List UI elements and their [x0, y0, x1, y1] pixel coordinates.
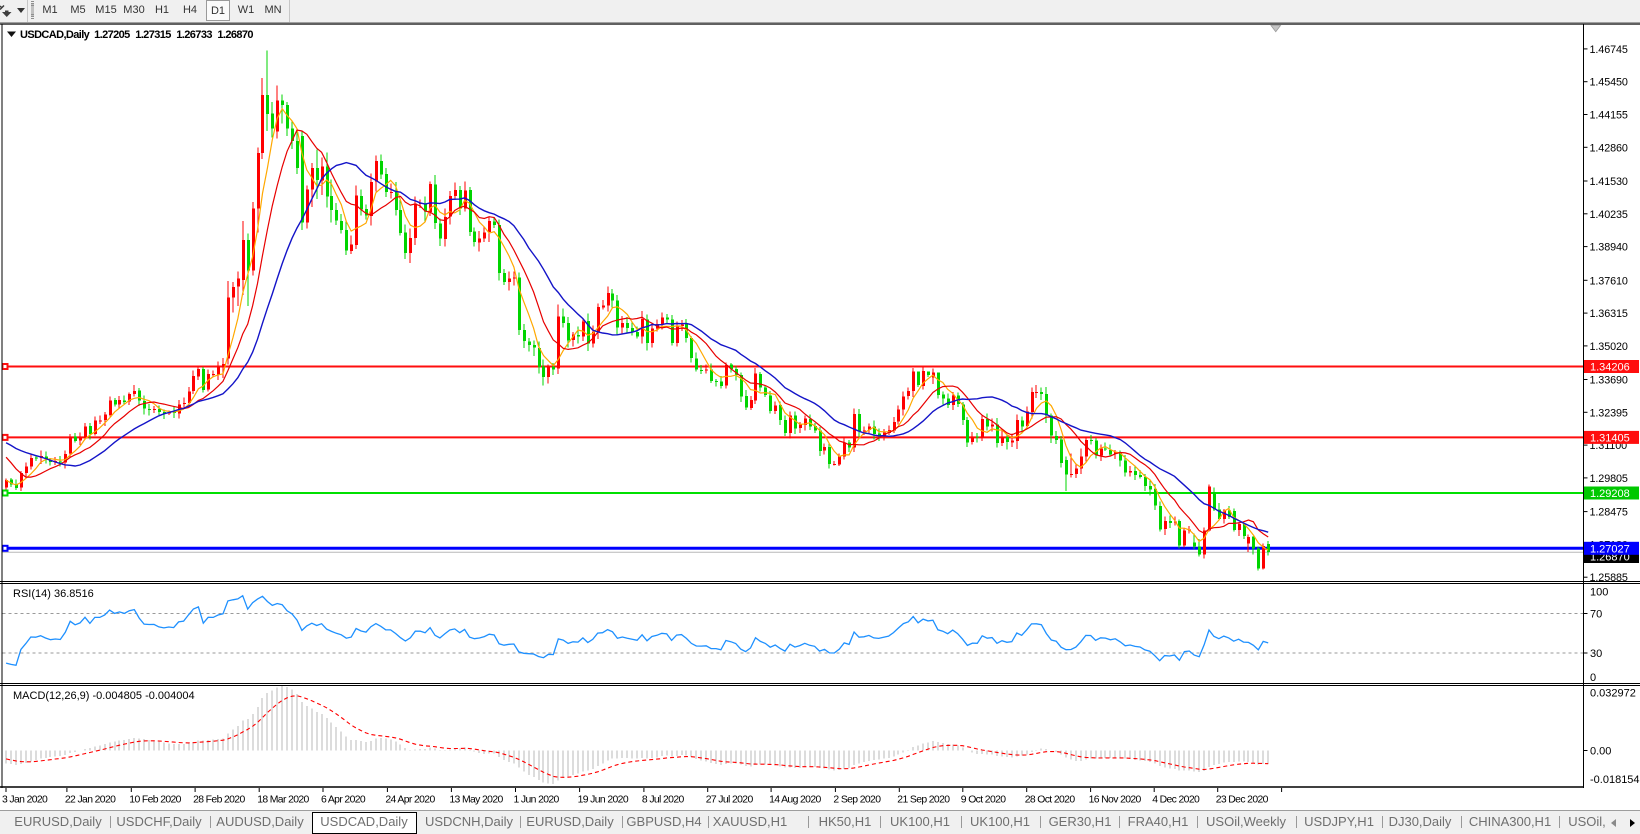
svg-text:1.46745: 1.46745 — [1590, 44, 1628, 56]
svg-text:1.41530: 1.41530 — [1590, 176, 1628, 188]
svg-text:23 Dec 2020: 23 Dec 2020 — [1216, 795, 1269, 806]
svg-text:1.33690: 1.33690 — [1590, 375, 1628, 387]
svg-text:RSI(14) 36.8516: RSI(14) 36.8516 — [13, 588, 94, 600]
svg-text:1.44155: 1.44155 — [1590, 110, 1628, 122]
svg-text:MACD(12,26,9) -0.004805 -0.004: MACD(12,26,9) -0.004805 -0.004004 — [13, 690, 195, 702]
svg-text:1.32395: 1.32395 — [1590, 407, 1628, 419]
svg-text:1 Jun 2020: 1 Jun 2020 — [514, 795, 560, 806]
svg-text:2 Sep 2020: 2 Sep 2020 — [833, 795, 881, 806]
svg-text:27 Jul 2020: 27 Jul 2020 — [706, 795, 754, 806]
svg-text:9 Oct 2020: 9 Oct 2020 — [961, 795, 1006, 806]
svg-text:100: 100 — [1590, 587, 1608, 599]
svg-text:1.28475: 1.28475 — [1590, 507, 1628, 519]
svg-text:24 Apr 2020: 24 Apr 2020 — [385, 795, 435, 806]
svg-text:0.00: 0.00 — [1590, 746, 1611, 758]
svg-text:-0.018154: -0.018154 — [1590, 774, 1640, 786]
svg-text:4 Dec 2020: 4 Dec 2020 — [1152, 795, 1200, 806]
svg-text:1.25885: 1.25885 — [1590, 572, 1628, 584]
svg-text:1.29805: 1.29805 — [1590, 473, 1628, 485]
svg-text:30: 30 — [1590, 648, 1602, 660]
svg-text:USDCAD,Daily 1.27205 1.27315: USDCAD,Daily 1.27205 1.27315 1.26733 1.2… — [20, 29, 253, 41]
svg-text:18 Mar 2020: 18 Mar 2020 — [257, 795, 309, 806]
svg-text:70: 70 — [1590, 609, 1602, 621]
svg-text:6 Apr 2020: 6 Apr 2020 — [321, 795, 366, 806]
svg-text:19 Jun 2020: 19 Jun 2020 — [578, 795, 629, 806]
svg-text:1.34206: 1.34206 — [1590, 362, 1630, 374]
svg-text:8 Jul 2020: 8 Jul 2020 — [642, 795, 685, 806]
svg-text:28 Feb 2020: 28 Feb 2020 — [193, 795, 245, 806]
svg-text:1.29208: 1.29208 — [1590, 488, 1630, 500]
svg-text:1.40235: 1.40235 — [1590, 209, 1628, 221]
svg-text:1.31405: 1.31405 — [1590, 432, 1630, 444]
svg-text:28 Oct 2020: 28 Oct 2020 — [1025, 795, 1076, 806]
svg-text:0: 0 — [1590, 672, 1596, 684]
svg-text:1.36315: 1.36315 — [1590, 308, 1628, 320]
svg-text:1.35020: 1.35020 — [1590, 341, 1628, 353]
svg-text:0.032972: 0.032972 — [1590, 688, 1636, 700]
svg-text:1.38940: 1.38940 — [1590, 242, 1628, 254]
svg-text:16 Nov 2020: 16 Nov 2020 — [1089, 795, 1142, 806]
svg-text:21 Sep 2020: 21 Sep 2020 — [897, 795, 950, 806]
svg-text:10 Feb 2020: 10 Feb 2020 — [129, 795, 181, 806]
svg-text:1.37610: 1.37610 — [1590, 275, 1628, 287]
svg-text:1.42860: 1.42860 — [1590, 142, 1628, 154]
svg-text:14 Aug 2020: 14 Aug 2020 — [769, 795, 821, 806]
svg-text:22 Jan 2020: 22 Jan 2020 — [65, 795, 116, 806]
svg-text:3 Jan 2020: 3 Jan 2020 — [2, 795, 48, 806]
svg-text:1.27027: 1.27027 — [1590, 543, 1630, 555]
svg-text:1.45450: 1.45450 — [1590, 77, 1628, 89]
svg-text:13 May 2020: 13 May 2020 — [449, 795, 503, 806]
